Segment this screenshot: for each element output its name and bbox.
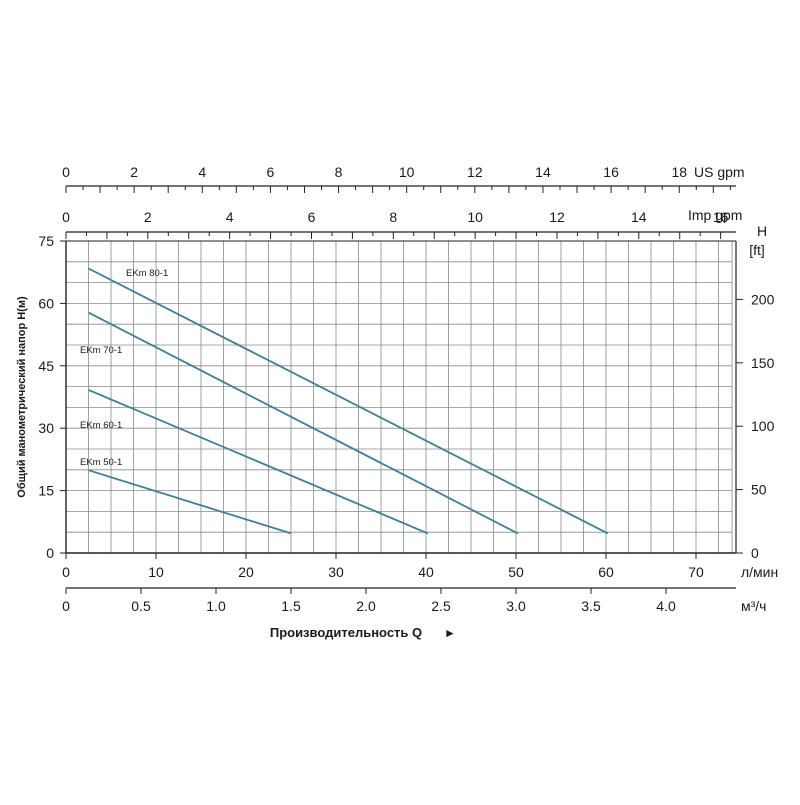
y-tick-label-left: 15 — [38, 483, 54, 499]
x-tick-label-m3h: 3.5 — [581, 598, 601, 614]
x-unit-m3h: м³/ч — [741, 598, 766, 614]
x-tick-label-imp-gpm: 16 — [713, 209, 729, 225]
x-tick-label-m3h: 0.5 — [131, 598, 151, 614]
y-tick-label-right: 0 — [751, 545, 759, 561]
y-tick-label-left: 45 — [38, 358, 54, 374]
x-tick-label-lmin: 40 — [418, 564, 434, 580]
x-tick-label-us-gpm: 12 — [467, 164, 483, 180]
x-tick-label-lmin: 70 — [688, 564, 704, 580]
x-tick-label-us-gpm: 14 — [535, 164, 551, 180]
y-tick-label-right: 50 — [751, 482, 767, 498]
series-label: EKm 60-1 — [80, 420, 122, 431]
x-unit-us-gpm: US gpm — [694, 164, 745, 180]
x-tick-label-lmin: 50 — [508, 564, 524, 580]
x-tick-label-imp-gpm: 6 — [308, 209, 316, 225]
x-tick-label-m3h: 1.0 — [206, 598, 226, 614]
y-tick-label-left: 75 — [38, 233, 54, 249]
y-axis-title: Общий манометрический напор H(м) — [16, 296, 28, 498]
x-axis-title: Производительность Q — [270, 625, 422, 640]
x-tick-label-us-gpm: 0 — [62, 164, 70, 180]
y-tick-label-left: 0 — [46, 545, 54, 561]
x-tick-label-imp-gpm: 14 — [631, 209, 647, 225]
series-line — [88, 311, 519, 535]
x-tick-label-us-gpm: 16 — [603, 164, 619, 180]
x-tick-label-us-gpm: 8 — [335, 164, 343, 180]
x-tick-label-m3h: 2.0 — [356, 598, 376, 614]
x-tick-label-lmin: 20 — [238, 564, 254, 580]
x-tick-label-us-gpm: 2 — [130, 164, 138, 180]
x-tick-label-imp-gpm: 8 — [389, 209, 397, 225]
x-tick-label-imp-gpm: 10 — [467, 209, 483, 225]
x-unit-imp-gpm: Imp gpm — [688, 207, 742, 223]
x-tick-label-m3h: 1.5 — [281, 598, 301, 614]
x-tick-label-imp-gpm: 2 — [144, 209, 152, 225]
y-tick-label-right: 100 — [751, 418, 775, 434]
series-line — [88, 469, 292, 535]
y-tick-label-left: 60 — [38, 295, 54, 311]
x-tick-label-imp-gpm: 12 — [549, 209, 565, 225]
x-tick-label-lmin: 60 — [598, 564, 614, 580]
x-tick-label-imp-gpm: 4 — [226, 209, 234, 225]
series-label: EKm 50-1 — [80, 457, 122, 468]
x-tick-label-us-gpm: 10 — [399, 164, 415, 180]
y2-unit-label-h: H — [757, 223, 767, 239]
x-tick-label-m3h: 0 — [62, 598, 70, 614]
x-tick-label-us-gpm: 4 — [198, 164, 206, 180]
x-tick-label-imp-gpm: 0 — [62, 209, 70, 225]
y-tick-label-right: 200 — [751, 291, 775, 307]
axes — [60, 185, 743, 594]
series-lines — [88, 267, 609, 535]
x-tick-label-lmin: 30 — [328, 564, 344, 580]
series-label: EKm 80-1 — [126, 268, 168, 279]
series-label: EKm 70-1 — [80, 345, 122, 356]
x-tick-label-m3h: 4.0 — [656, 598, 676, 614]
x-unit-lmin: л/мин — [741, 564, 778, 580]
y2-unit-label-ft: [ft] — [749, 242, 765, 258]
x-tick-label-us-gpm: 18 — [671, 164, 687, 180]
x-tick-label-lmin: 10 — [148, 564, 164, 580]
x-tick-label-us-gpm: 6 — [267, 164, 275, 180]
x-tick-label-m3h: 3.0 — [506, 598, 526, 614]
series-line — [88, 389, 429, 535]
x-axis-arrow: ► — [444, 626, 456, 640]
series-line — [88, 267, 609, 535]
y-tick-label-right: 150 — [751, 355, 775, 371]
x-tick-label-lmin: 0 — [62, 564, 70, 580]
y-tick-label-left: 30 — [38, 420, 54, 436]
x-tick-label-m3h: 2.5 — [431, 598, 451, 614]
grid — [65, 240, 733, 554]
